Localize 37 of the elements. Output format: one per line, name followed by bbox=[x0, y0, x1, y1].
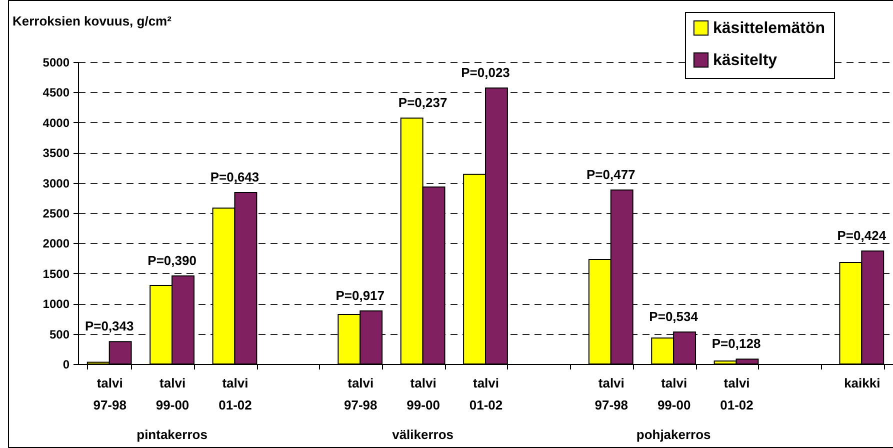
y-tick-label: 4000 bbox=[42, 116, 70, 130]
x-tick-label: talvi 99-00 bbox=[406, 376, 440, 412]
y-tick-label: 2500 bbox=[42, 206, 70, 220]
x-tick-label: talvi 99-00 bbox=[657, 376, 691, 412]
x-tick-label: talvi 97-98 bbox=[344, 376, 378, 412]
annotation: P=0,128 bbox=[712, 336, 761, 352]
x-tick-label: talvi 97-98 bbox=[93, 376, 126, 412]
x-tick-label: kaikki bbox=[844, 376, 880, 390]
x-tick-label: talvi 97-98 bbox=[594, 376, 628, 412]
y-tick-label: 2000 bbox=[42, 236, 70, 251]
text: pohjakerros bbox=[636, 427, 711, 442]
text: pintakerros bbox=[136, 427, 208, 442]
x-tick-label: talvi 01-02 bbox=[218, 376, 252, 412]
annotation: P=0,643 bbox=[210, 169, 260, 184]
annotation: P=0,343 bbox=[84, 318, 134, 334]
y-tick-label: 0 bbox=[62, 358, 70, 372]
text: välikerros bbox=[392, 427, 454, 442]
legend-label: käsittelemätön bbox=[713, 20, 826, 37]
y-tick-label: 5000 bbox=[42, 56, 70, 70]
annotation: P=0,917 bbox=[336, 288, 385, 303]
y-tick-label: 3000 bbox=[42, 176, 70, 190]
annotation: P=0,237 bbox=[398, 95, 448, 110]
y-tick-label: 1500 bbox=[42, 266, 70, 281]
x-tick-label: talvi 01-02 bbox=[720, 376, 754, 412]
x-tick-label: talvi 99-00 bbox=[156, 376, 190, 412]
annotation: P=0,023 bbox=[461, 64, 510, 80]
annotation: P=0,424 bbox=[837, 228, 887, 244]
y-tick-label: 3500 bbox=[42, 146, 70, 160]
legend-label: käsitelty bbox=[713, 52, 778, 69]
y-tick-label: 1000 bbox=[42, 297, 70, 312]
y-axis-title: Kerroksien kovuus, g/cm² bbox=[12, 14, 172, 28]
y-tick-label: 4500 bbox=[42, 86, 70, 100]
annotation: P=0,477 bbox=[586, 167, 636, 182]
x-tick-label: talvi 01-02 bbox=[469, 376, 503, 412]
annotation: P=0,390 bbox=[148, 252, 196, 268]
annotation: P=0,534 bbox=[649, 308, 699, 324]
y-tick-label: 500 bbox=[49, 327, 70, 342]
